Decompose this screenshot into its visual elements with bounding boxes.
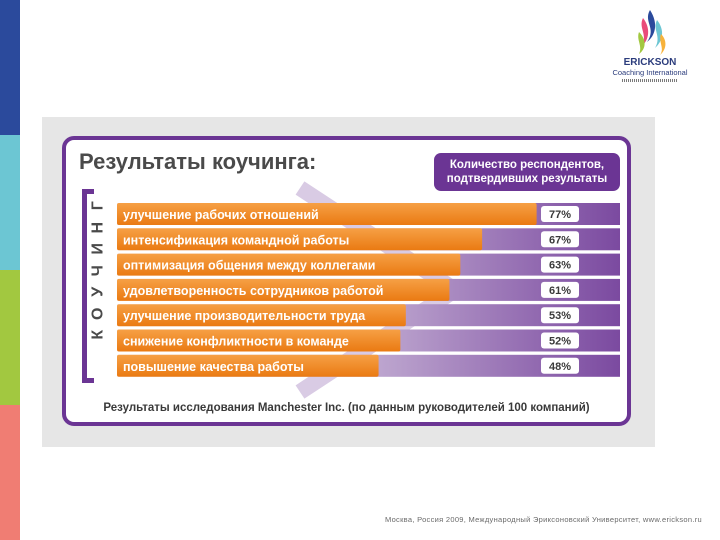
value-badge-3 [541,256,579,273]
chart-title: Результаты коучинга: [79,149,317,174]
bar-2 [117,228,483,251]
value-label-4: 61% [549,285,571,297]
left-stripe-coral [0,405,20,540]
bar-label-5: улучшение производительности труда [123,309,366,323]
bar-label-2: интенсификация командной работы [123,233,349,247]
left-bracket [82,189,94,383]
bar-1 [117,203,537,225]
bar-6 [117,329,401,352]
legend-box: Количество респондентов, подтвердивших р… [434,153,620,191]
logo-tagline-graphic [622,79,678,82]
value-label-2: 67% [549,234,571,246]
value-badge-2 [541,231,579,248]
bar-label-3: оптимизация общения между коллегами [123,259,376,273]
value-badge-5 [541,307,579,324]
value-badge-1 [541,206,579,222]
erickson-logo: ERICKSON Coaching International [612,8,688,82]
bar-label-1: улучшение рабочих отношений [123,208,319,222]
value-badge-4 [541,281,579,298]
value-badge-7 [541,357,579,374]
value-label-5: 53% [549,310,571,322]
left-stripe-green [0,270,20,405]
value-label-3: 63% [549,260,571,272]
logo-subtitle: Coaching International [612,68,688,77]
value-label-7: 48% [549,361,571,373]
bar-5 [117,304,406,327]
value-label-1: 77% [549,209,571,221]
bars-group: улучшение рабочих отношений 77% интенсифик… [117,203,620,377]
flame-logo-icon [638,10,666,55]
value-badge-6 [541,332,579,349]
bar-label-7: повышение качества работы [123,360,304,374]
source-note: Результаты исследования Manchester Inc. … [103,402,590,414]
left-stripe-cyan [0,135,20,270]
bar-label-6: снижение конфликтности в команде [123,335,349,349]
left-stripe-blue [0,0,20,135]
bar-4 [117,278,450,301]
bar-3 [117,253,461,276]
footer-credit: Москва, Россия 2009, Международный Эрикс… [384,515,702,524]
bar-7 [117,354,379,377]
bar-label-4: удовлетворенность сотрудников работой [123,284,383,298]
logo-name: ERICKSON [623,57,677,68]
value-label-6: 52% [549,336,571,348]
